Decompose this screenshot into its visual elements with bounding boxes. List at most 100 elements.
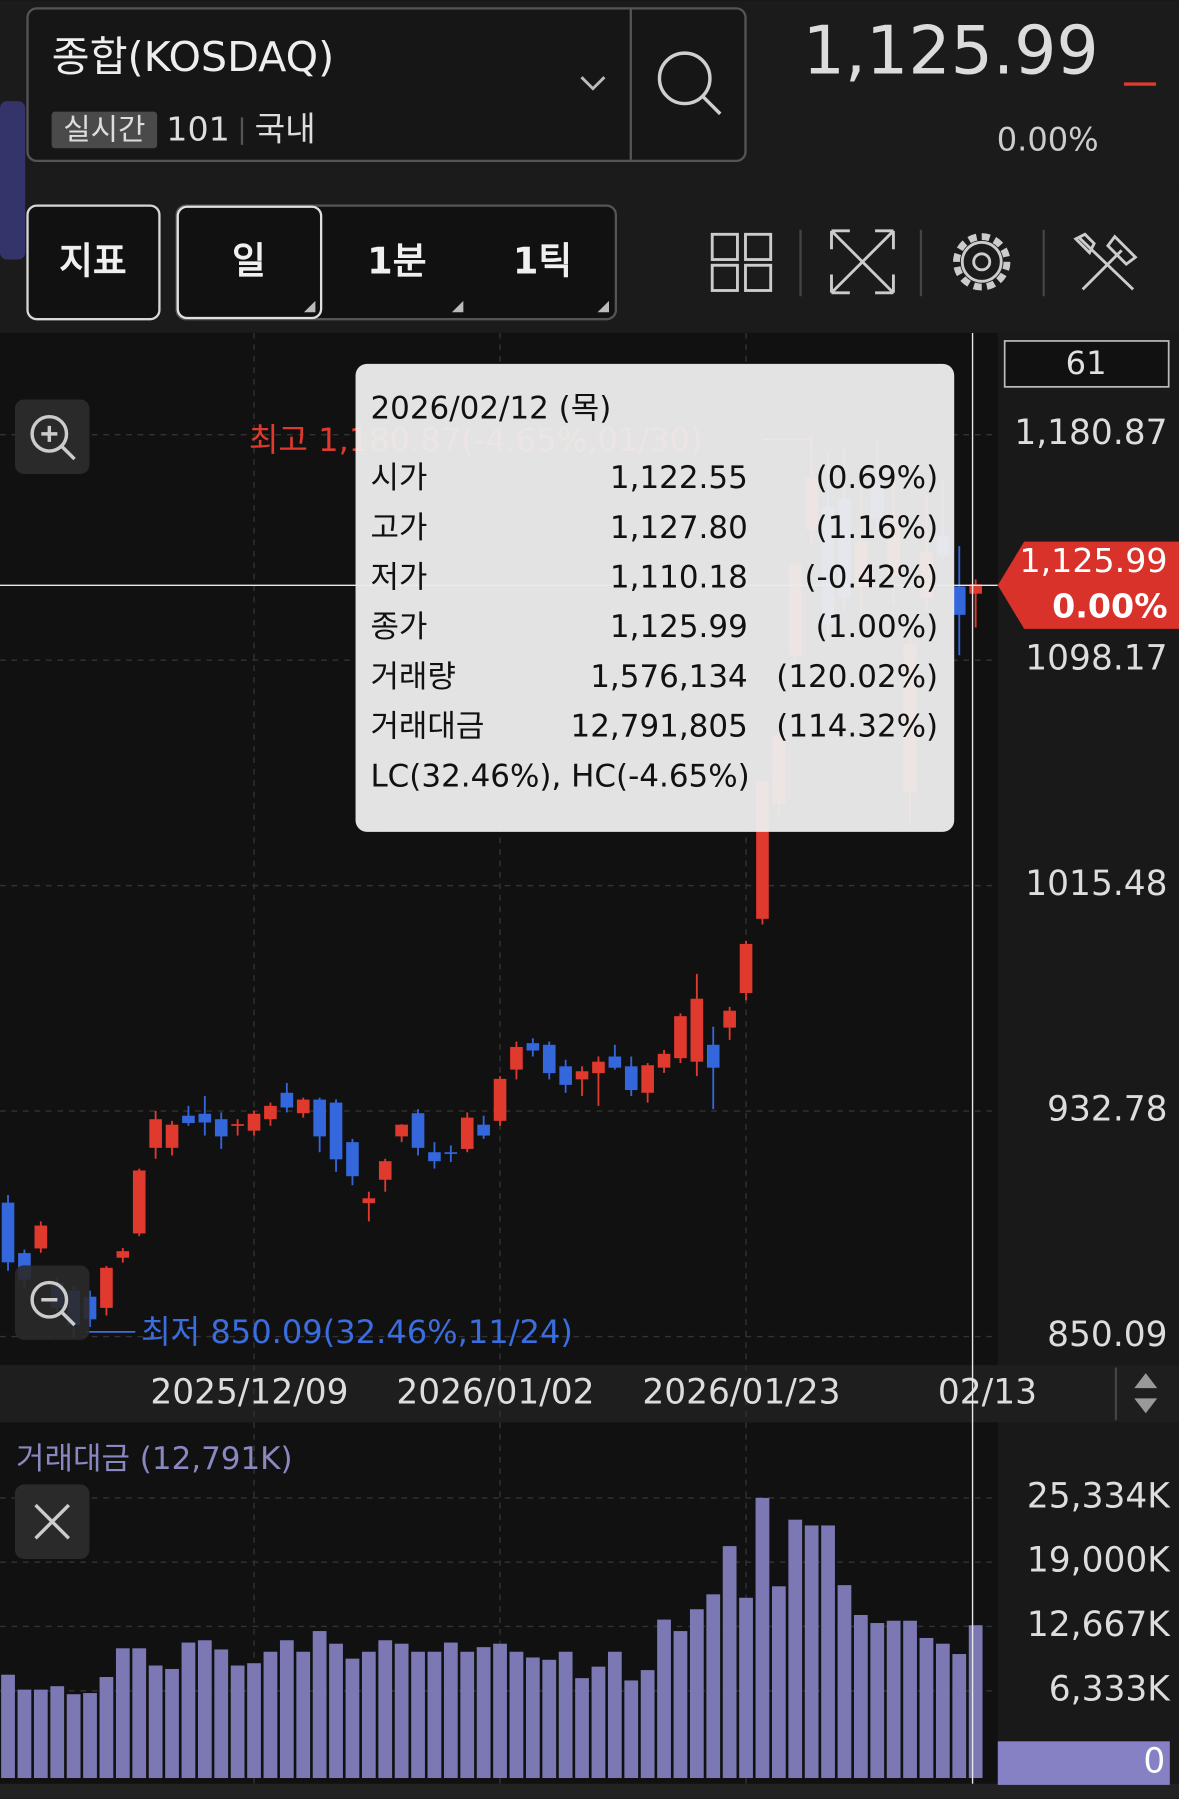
zoom-in-button[interactable] — [14, 399, 90, 475]
volume-bar — [214, 1649, 229, 1779]
y-tick-label: 12,667K — [1027, 1605, 1171, 1645]
tooltip-percent: (1.00%) — [816, 609, 938, 645]
search-icon[interactable] — [657, 51, 712, 106]
x-tick-label: 02/13 — [938, 1372, 1037, 1412]
tooltip-label: 고가 — [370, 510, 427, 546]
volume-bar — [66, 1694, 81, 1779]
badge-bg — [51, 111, 158, 149]
volume-bar — [591, 1666, 606, 1779]
fullscreen-icon[interactable] — [830, 229, 895, 295]
candle-body — [116, 1251, 130, 1258]
volume-bar — [312, 1631, 327, 1779]
candle-body — [264, 1105, 277, 1120]
candle-body — [460, 1117, 474, 1149]
volume-bar — [247, 1663, 261, 1779]
indicator-label[interactable]: 지표 — [59, 239, 127, 282]
volume-bar — [886, 1620, 901, 1779]
candle-body — [674, 1016, 687, 1059]
zoom-out-button[interactable] — [14, 1265, 90, 1340]
candle-body — [100, 1267, 113, 1308]
tooltip-value: 1,122.55 — [610, 460, 748, 496]
volume-bar — [525, 1657, 540, 1779]
period-selected[interactable] — [176, 205, 323, 320]
volume-bar — [263, 1651, 278, 1779]
side-tab[interactable] — [0, 101, 26, 260]
y-tick-label: 1,180.87 — [1014, 413, 1167, 453]
tooltip-value: 1,125.99 — [610, 609, 748, 645]
volume-bar — [181, 1642, 196, 1779]
candle-body — [329, 1102, 343, 1160]
volume-bar — [919, 1637, 934, 1779]
layout-icon[interactable] — [710, 232, 739, 261]
candle-body — [559, 1066, 572, 1085]
volume-title: 거래대금 (12,791K) — [16, 1441, 293, 1477]
tooltip-value: 1,576,134 — [590, 659, 748, 695]
volume-bar — [640, 1670, 655, 1779]
candle-body — [395, 1124, 408, 1137]
tooltip-date: 2026/02/12 (목) — [370, 390, 611, 426]
candle-body — [346, 1142, 359, 1177]
period-label[interactable]: 일 — [232, 239, 266, 282]
candle-body — [592, 1061, 605, 1074]
tools-icon[interactable] — [1073, 232, 1138, 291]
indicator-button[interactable] — [26, 204, 161, 321]
x-tick-label: 2026/01/23 — [642, 1372, 840, 1412]
y-tick-label: 1098.17 — [1025, 639, 1167, 679]
volume-bar — [788, 1519, 803, 1779]
dropdown-chevron[interactable] — [580, 76, 606, 91]
volume-bar — [558, 1651, 573, 1779]
zoom-out-icon — [30, 1280, 69, 1319]
volume-bar — [132, 1648, 147, 1779]
volume-bar — [460, 1651, 475, 1779]
price-tag-value: 1,125.99 — [1019, 541, 1167, 580]
tooltip-percent: (-0.42%) — [804, 560, 938, 596]
volume-axis-bg — [997, 1422, 1179, 1784]
volume-bar — [165, 1668, 179, 1779]
market-title[interactable]: 종합(KOSDAQ) — [52, 33, 335, 81]
volume-bar — [706, 1594, 721, 1779]
candle-body — [739, 943, 753, 993]
badge: 실시간 — [63, 113, 145, 148]
volume-bar — [607, 1651, 622, 1779]
volume-bar — [624, 1680, 639, 1779]
candle-body — [657, 1053, 671, 1068]
tooltip-value: 12,791,805 — [571, 709, 748, 745]
volume-bar — [771, 1586, 786, 1779]
candle-body — [182, 1115, 195, 1124]
period-label[interactable]: 1틱 — [513, 239, 572, 282]
candle-body — [362, 1198, 376, 1204]
search-icon-handle — [701, 95, 722, 116]
layout-icon — [744, 232, 773, 261]
volume-bar — [837, 1585, 852, 1779]
volume-bar — [443, 1642, 458, 1779]
volume-bar — [33, 1689, 48, 1779]
volume-bar — [148, 1665, 163, 1779]
volume-bar — [394, 1643, 409, 1779]
y-tick-label: 850.09 — [1047, 1315, 1167, 1355]
volume-bar — [853, 1614, 868, 1779]
candle-body — [1, 1202, 15, 1263]
search-box[interactable] — [26, 7, 747, 163]
period-label[interactable]: 1분 — [367, 239, 426, 282]
candle-body — [296, 1099, 310, 1114]
period-corner — [451, 300, 464, 313]
candle-body — [444, 1152, 458, 1154]
volume-bar — [673, 1631, 688, 1779]
zero-tag — [997, 1741, 1170, 1785]
volume-bar — [279, 1640, 294, 1779]
scroll-up[interactable] — [1134, 1373, 1158, 1389]
count-box[interactable] — [1003, 340, 1170, 388]
tooltip-percent: (120.02%) — [776, 659, 938, 695]
scroll-down[interactable] — [1134, 1398, 1158, 1414]
volume-bar — [755, 1497, 770, 1779]
candle-body — [198, 1113, 212, 1123]
y-tick-label: 6,333K — [1049, 1669, 1171, 1709]
candle-body — [280, 1092, 294, 1108]
tooltip — [355, 363, 955, 832]
candle-body — [378, 1161, 392, 1180]
tooltip-footer: LC(32.46%), HC(-4.65%) — [370, 758, 749, 794]
volume-bar — [657, 1619, 671, 1779]
candle-body — [542, 1044, 556, 1074]
settings-icon[interactable] — [953, 233, 1011, 291]
